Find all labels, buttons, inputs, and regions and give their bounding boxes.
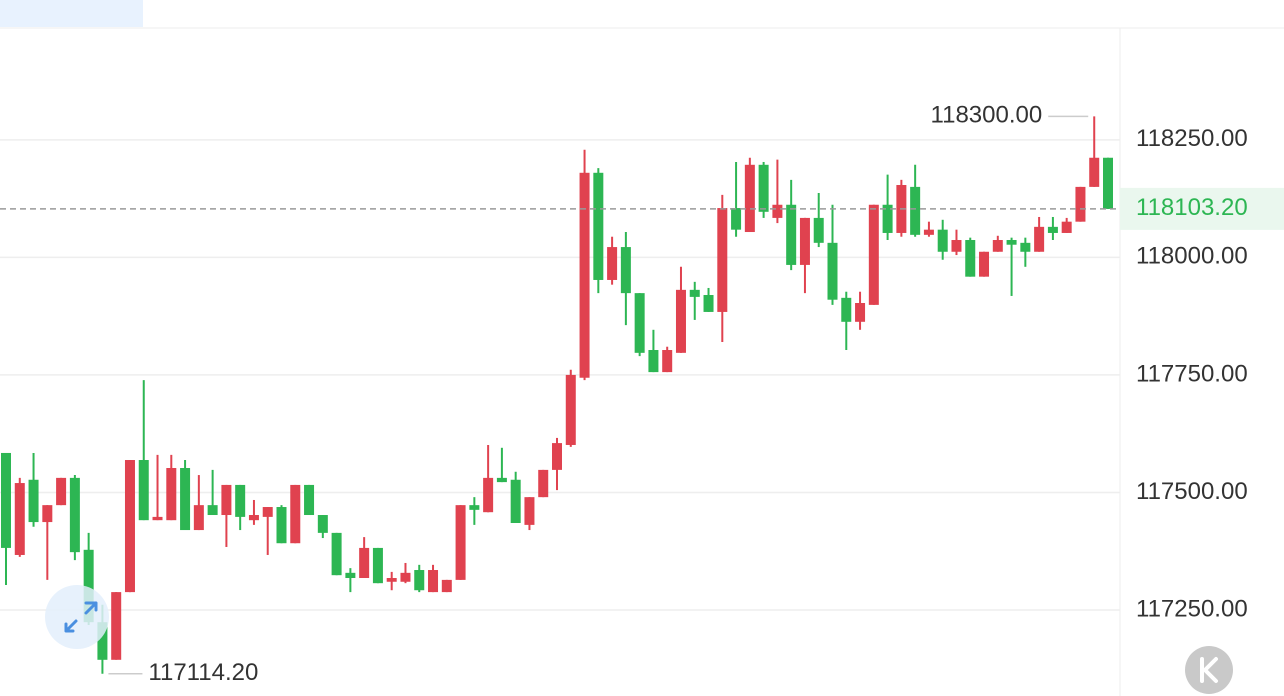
candle-body	[965, 240, 976, 277]
candle-body	[345, 572, 356, 579]
candle-body	[469, 505, 480, 510]
candle-body	[248, 515, 259, 521]
candle-body	[455, 505, 466, 580]
candle-body	[441, 579, 452, 593]
candle-body	[386, 578, 397, 582]
candle-body	[620, 247, 631, 294]
candle-body	[290, 484, 301, 544]
candle-body	[799, 217, 810, 265]
candle-body	[372, 547, 383, 584]
candle-body	[951, 240, 962, 252]
candle-body	[276, 507, 287, 544]
candle-body	[923, 229, 934, 235]
candle-body	[703, 295, 714, 312]
candle-body	[414, 570, 425, 591]
candle-body	[992, 240, 1003, 252]
candle-body	[124, 460, 135, 593]
candle-body	[841, 297, 852, 322]
candle-body	[1089, 157, 1100, 187]
expand-button[interactable]	[45, 585, 109, 649]
candle-body	[262, 507, 273, 517]
candle-body	[882, 204, 893, 233]
y-tick-label: 117500.00	[1136, 478, 1248, 505]
candle-body	[97, 622, 108, 660]
y-tick-label: 117750.00	[1136, 360, 1248, 387]
candle-body	[593, 172, 604, 280]
candle-body	[496, 477, 507, 483]
candle-body	[772, 204, 783, 218]
candle-body	[180, 468, 191, 531]
tab-highlight[interactable]	[0, 0, 143, 27]
candle-body	[648, 350, 659, 373]
candle-body	[662, 350, 673, 373]
candle-body	[538, 469, 549, 498]
candle-body	[855, 303, 866, 322]
candle-body	[634, 293, 645, 353]
candle-body	[1075, 186, 1086, 222]
candle-body	[579, 172, 590, 378]
candle-body	[937, 229, 948, 252]
candle-body	[304, 484, 315, 516]
candle-body	[359, 547, 370, 579]
candle-body	[813, 217, 824, 243]
annotation-label: 118300.00	[931, 102, 1043, 129]
candle-body	[552, 443, 562, 470]
candle-body	[910, 186, 921, 235]
candle-body	[675, 289, 686, 353]
plot: 117250.00 117500.00 117750.00 118000.00 1182…	[0, 102, 1284, 686]
candle-body	[235, 484, 246, 517]
candle-body	[193, 505, 204, 531]
candle-body	[111, 592, 122, 660]
annotation-label: 117114.20	[148, 659, 258, 686]
y-tick-label: 117250.00	[1136, 595, 1248, 622]
candle-body	[689, 289, 700, 297]
candle-body	[331, 532, 342, 576]
candle-body	[731, 208, 742, 230]
candle-body	[758, 164, 769, 212]
candle-body	[786, 204, 797, 265]
candle-body	[14, 483, 25, 555]
candle-body	[1103, 157, 1113, 209]
candle-body	[152, 516, 163, 521]
candle-body	[83, 549, 94, 623]
candle-body	[400, 572, 411, 582]
candle-body	[1061, 221, 1072, 233]
candle-body	[524, 497, 535, 525]
candle-body	[510, 479, 521, 524]
y-tick-label: 118250.00	[1136, 125, 1248, 152]
candle-body	[42, 505, 53, 523]
candle-body	[428, 570, 439, 593]
candle-body	[1047, 226, 1058, 233]
candle-body	[69, 477, 80, 553]
candle-body	[1006, 240, 1017, 245]
candle-body	[56, 477, 67, 506]
candle-body	[827, 242, 838, 300]
candle-body	[979, 251, 990, 277]
candle-body	[744, 164, 755, 233]
y-tick-label: 118000.00	[1136, 243, 1248, 270]
candle-body	[28, 479, 39, 523]
candle-body	[483, 477, 494, 513]
candle-body	[565, 374, 576, 445]
candle-body	[138, 460, 149, 521]
candle-body	[207, 505, 218, 516]
candle-body	[607, 247, 618, 280]
last-price-label: 118103.20	[1136, 194, 1248, 221]
candle-body	[868, 204, 879, 305]
candle-body	[1034, 226, 1045, 252]
k-button[interactable]	[1185, 646, 1233, 694]
candle-body	[221, 484, 232, 516]
candle-body	[1020, 242, 1031, 252]
last-price-bg	[1120, 187, 1284, 230]
candle-body	[317, 515, 328, 533]
candle-body	[1, 452, 11, 548]
candle-body	[166, 468, 177, 521]
candle-body	[717, 208, 728, 312]
